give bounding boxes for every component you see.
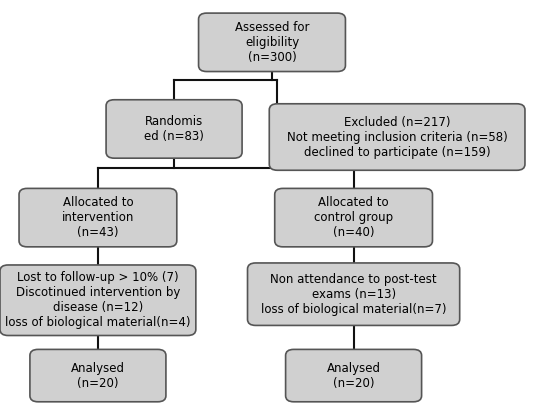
Text: Allocated to
control group
(n=40): Allocated to control group (n=40) bbox=[314, 196, 393, 239]
FancyBboxPatch shape bbox=[19, 189, 177, 247]
Text: Randomis
ed (n=83): Randomis ed (n=83) bbox=[144, 115, 204, 143]
Text: Non attendance to post-test
exams (n=13)
loss of biological material(n=7): Non attendance to post-test exams (n=13)… bbox=[261, 273, 446, 316]
Text: Allocated to
intervention
(n=43): Allocated to intervention (n=43) bbox=[61, 196, 134, 239]
Text: Assessed for
eligibility
(n=300): Assessed for eligibility (n=300) bbox=[235, 21, 309, 64]
FancyBboxPatch shape bbox=[0, 265, 196, 335]
FancyBboxPatch shape bbox=[248, 263, 460, 326]
FancyBboxPatch shape bbox=[275, 189, 432, 247]
Text: Analysed
(n=20): Analysed (n=20) bbox=[71, 361, 125, 390]
FancyBboxPatch shape bbox=[106, 100, 242, 158]
FancyBboxPatch shape bbox=[199, 13, 345, 71]
FancyBboxPatch shape bbox=[269, 104, 525, 170]
Text: Analysed
(n=20): Analysed (n=20) bbox=[326, 361, 381, 390]
Text: Lost to follow-up > 10% (7)
Discotinued intervention by
disease (n=12)
loss of b: Lost to follow-up > 10% (7) Discotinued … bbox=[5, 271, 190, 329]
Text: Excluded (n=217)
Not meeting inclusion criteria (n=58)
declined to participate (: Excluded (n=217) Not meeting inclusion c… bbox=[287, 116, 508, 158]
FancyBboxPatch shape bbox=[286, 349, 422, 402]
FancyBboxPatch shape bbox=[30, 349, 166, 402]
